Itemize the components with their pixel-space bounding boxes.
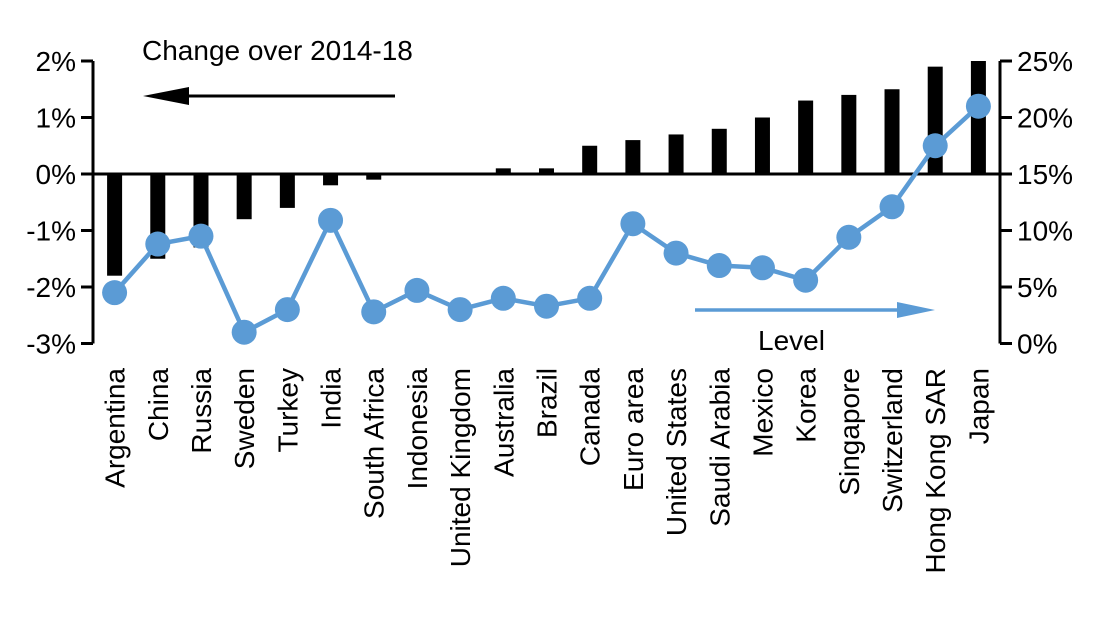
level-marker — [534, 293, 559, 319]
x-axis-label: Sweden — [229, 368, 260, 469]
bar — [279, 174, 295, 208]
x-axis-label: Argentina — [100, 368, 131, 488]
left-axis-tick-label: -2% — [26, 272, 76, 303]
right-axis-tick-label: 20% — [1017, 103, 1073, 134]
x-axis-label: Turkey — [272, 368, 303, 453]
right-axis-tick-label: 25% — [1017, 46, 1073, 77]
right-arrow-icon — [695, 302, 935, 318]
left-axis-tick-label: -1% — [26, 216, 76, 247]
bar — [798, 100, 814, 174]
level-marker — [231, 319, 257, 345]
x-axis-label: United Kingdom — [445, 368, 476, 567]
bar — [582, 145, 598, 174]
x-axis-label: Indonesia — [402, 368, 433, 490]
level-marker — [145, 231, 171, 257]
right-axis-tick-label: 10% — [1017, 216, 1073, 247]
bar — [236, 174, 252, 220]
left-axis-tick-label: 2% — [36, 46, 76, 77]
level-marker — [836, 224, 862, 250]
level-marker — [102, 280, 128, 306]
x-axis-label: India — [316, 368, 347, 429]
bar — [107, 174, 123, 276]
x-axis-label: Singapore — [834, 368, 865, 496]
level-marker — [663, 240, 689, 266]
x-axis-label: Saudi Arabia — [704, 368, 735, 527]
x-axis-label: Japan — [963, 368, 994, 444]
level-marker — [361, 299, 387, 325]
bar — [841, 94, 857, 174]
level-marker — [922, 133, 948, 159]
left-axis-tick-label: -3% — [26, 329, 76, 360]
level-marker — [447, 297, 473, 323]
level-marker — [620, 211, 646, 237]
level-marker — [318, 207, 344, 233]
level-marker — [706, 253, 732, 279]
level-marker — [879, 194, 905, 220]
x-axis-label: Australia — [488, 368, 519, 477]
level-marker — [749, 255, 775, 281]
x-axis-label: Russia — [186, 368, 217, 454]
bar — [539, 168, 554, 174]
level-marker — [793, 267, 819, 293]
x-axis-label: Mexico — [747, 368, 778, 457]
bar — [625, 140, 641, 174]
bar-series-label: Change over 2014-18 — [142, 35, 413, 66]
level-marker — [965, 93, 991, 119]
level-marker — [274, 297, 300, 323]
level-marker — [577, 285, 603, 311]
line-series-label: Level — [758, 325, 825, 356]
x-axis-label: Brazil — [532, 368, 563, 438]
level-marker — [404, 277, 430, 303]
right-axis-tick-label: 5% — [1017, 272, 1057, 303]
left-axis-tick-label: 1% — [36, 103, 76, 134]
level-marker — [188, 223, 214, 249]
bar — [323, 174, 339, 186]
bar — [495, 168, 511, 174]
bar — [711, 128, 727, 174]
x-axis-label: Hong Kong SAR — [920, 368, 951, 573]
x-axis-label: United States — [661, 368, 692, 536]
bar — [668, 134, 684, 174]
x-axis-label: Switzerland — [877, 368, 908, 513]
line-series-group — [102, 93, 991, 345]
left-arrow-icon — [143, 87, 395, 105]
bar — [884, 89, 900, 174]
bar — [754, 117, 770, 174]
left-axis-tick-label: 0% — [36, 159, 76, 190]
x-axis-labels-group: Argentina China Russia Sweden Turkey India Sou… — [100, 368, 995, 574]
level-marker — [490, 285, 516, 311]
x-axis-label: China — [143, 368, 174, 442]
x-axis-label: Korea — [791, 368, 822, 443]
bar — [366, 174, 382, 180]
right-axis-tick-label: 15% — [1017, 159, 1073, 190]
axes-group: 2% 1% 0% -1% -2% -3% 25% 20% 15% 10% 5% 0% — [26, 46, 1073, 360]
x-axis-label: Euro area — [618, 368, 649, 491]
x-axis-label: Canada — [575, 368, 606, 467]
right-axis-tick-label: 0% — [1017, 329, 1057, 360]
x-axis-label: South Africa — [359, 368, 390, 519]
